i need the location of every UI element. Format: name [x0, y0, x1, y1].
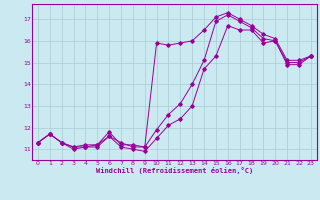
X-axis label: Windchill (Refroidissement éolien,°C): Windchill (Refroidissement éolien,°C): [96, 167, 253, 174]
